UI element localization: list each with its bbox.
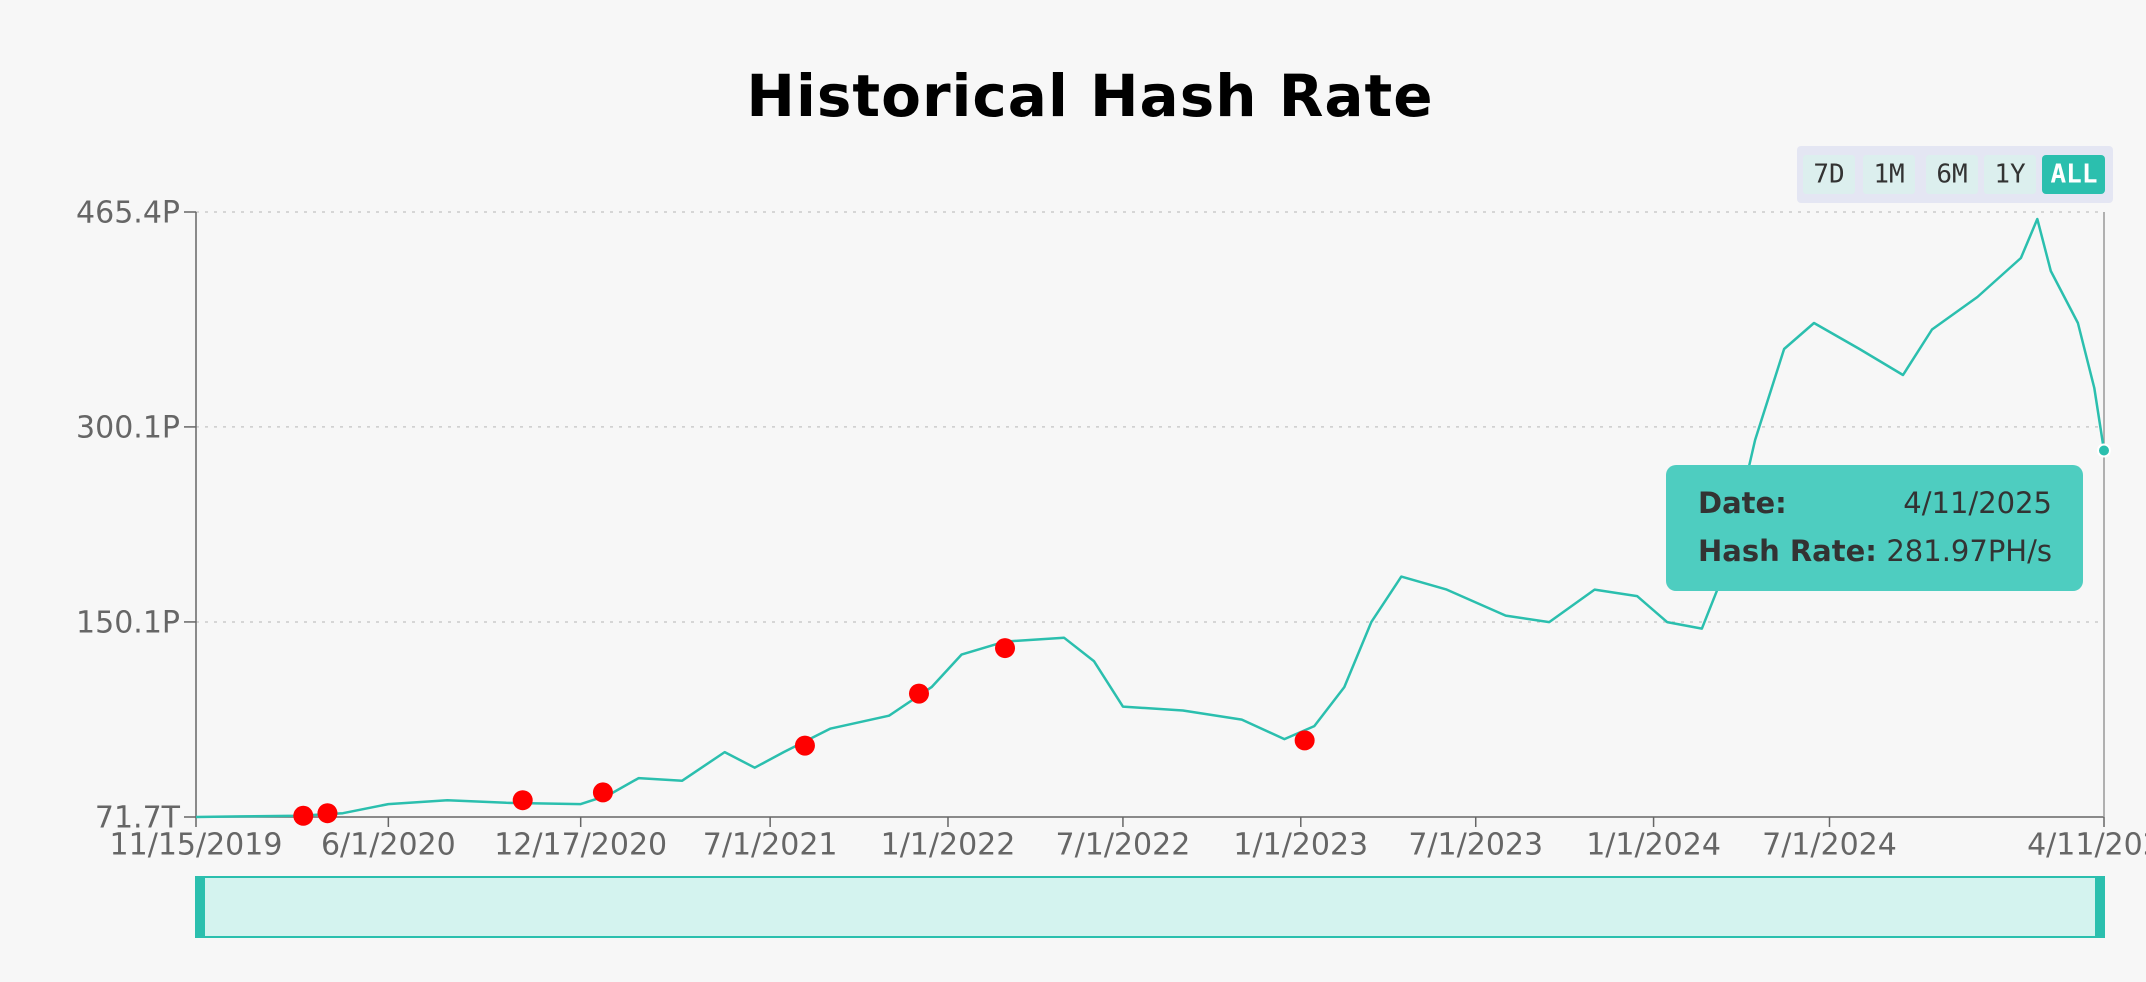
y-tick-label: 150.1P bbox=[76, 605, 180, 640]
x-tick-label: 1/1/2023 bbox=[1233, 828, 1368, 863]
event-marker[interactable] bbox=[1294, 730, 1315, 751]
tooltip-value: 281.97PH/s bbox=[1886, 534, 2052, 568]
event-marker[interactable] bbox=[317, 803, 338, 824]
chart-title: Historical Hash Rate bbox=[746, 62, 1433, 130]
event-marker[interactable] bbox=[512, 790, 533, 811]
y-tick-label: 300.1P bbox=[76, 410, 180, 445]
range-button[interactable] bbox=[1926, 155, 1978, 194]
event-marker[interactable] bbox=[794, 735, 815, 756]
range-button-active[interactable] bbox=[2042, 155, 2105, 194]
y-tick-label: 71.7T bbox=[95, 801, 181, 836]
event-marker[interactable] bbox=[592, 782, 613, 803]
event-marker[interactable] bbox=[995, 638, 1016, 659]
x-tick-label: 1/1/2024 bbox=[1586, 828, 1721, 863]
event-marker[interactable] bbox=[908, 683, 929, 704]
range-button-label[interactable]: ALL bbox=[2051, 160, 2098, 190]
x-tick-label: 12/17/2020 bbox=[494, 828, 667, 863]
range-button[interactable] bbox=[1803, 155, 1855, 194]
event-marker[interactable] bbox=[293, 805, 314, 826]
x-tick-label: 4/11/2025 bbox=[2027, 828, 2146, 863]
range-button-label[interactable]: 1Y bbox=[1994, 160, 2026, 190]
x-tick-label: 1/1/2022 bbox=[881, 828, 1016, 863]
range-button-label[interactable]: 1M bbox=[1873, 160, 1904, 190]
tooltip bbox=[1666, 465, 2083, 591]
range-button[interactable] bbox=[1984, 155, 2036, 194]
range-button-label[interactable]: 7D bbox=[1813, 160, 1844, 190]
tooltip-label: Date: bbox=[1698, 486, 1787, 520]
tooltip-label: Hash Rate: bbox=[1698, 534, 1877, 568]
x-tick-label: 7/1/2024 bbox=[1762, 828, 1897, 863]
range-button-label[interactable]: 6M bbox=[1936, 160, 1967, 190]
x-tick-label: 7/1/2023 bbox=[1408, 828, 1543, 863]
tooltip-value: 4/11/2025 bbox=[1903, 486, 2052, 520]
x-tick-label: 6/1/2020 bbox=[321, 828, 456, 863]
range-button[interactable] bbox=[1863, 155, 1915, 194]
hover-point bbox=[2097, 443, 2111, 458]
x-tick-label: 7/1/2022 bbox=[1056, 828, 1191, 863]
navigator-handle[interactable] bbox=[2095, 877, 2104, 937]
x-tick-label: 11/15/2019 bbox=[110, 828, 283, 863]
y-tick-label: 465.4P bbox=[76, 196, 180, 231]
navigator-handle[interactable] bbox=[196, 877, 205, 937]
navigator[interactable] bbox=[195, 876, 2105, 938]
x-tick-label: 7/1/2021 bbox=[703, 828, 838, 863]
